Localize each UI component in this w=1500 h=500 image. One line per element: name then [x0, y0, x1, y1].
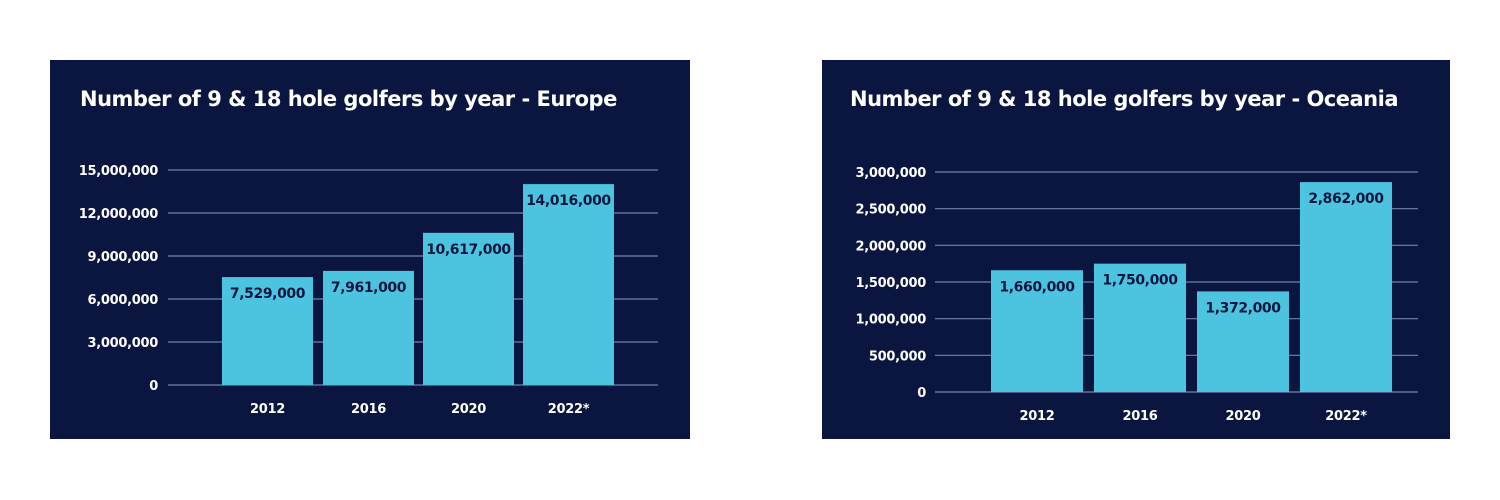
bar-2016 — [1094, 263, 1186, 392]
data-label: 7,961,000 — [331, 280, 407, 296]
bar-2020 — [423, 232, 514, 385]
data-label: 1,750,000 — [1102, 273, 1178, 289]
bar-2012 — [991, 270, 1083, 392]
y-tick-label: 9,000,000 — [88, 250, 159, 265]
x-tick-label: 2016 — [1123, 409, 1158, 424]
data-label: 1,372,000 — [1205, 300, 1281, 316]
y-tick-label: 12,000,000 — [79, 207, 158, 222]
chart-title: Number of 9 & 18 hole golfers by year - … — [850, 87, 1398, 111]
x-tick-label: 2022* — [548, 402, 590, 417]
x-tick-label: 2012 — [1020, 409, 1055, 424]
bar-2022 — [523, 184, 614, 385]
data-label: 14,016,000 — [526, 193, 611, 209]
x-tick-label: 2012 — [250, 402, 285, 417]
x-tick-label: 2016 — [351, 402, 386, 417]
y-tick-label: 2,000,000 — [856, 239, 927, 254]
y-tick-label: 1,500,000 — [856, 276, 927, 291]
x-tick-label: 2022* — [1325, 409, 1367, 424]
y-tick-label: 15,000,000 — [79, 164, 158, 179]
y-tick-label: 3,000,000 — [88, 336, 159, 351]
y-tick-label: 2,500,000 — [856, 203, 927, 218]
bar-2012 — [222, 277, 313, 385]
bar-2020 — [1197, 291, 1289, 392]
x-tick-label: 2020 — [451, 402, 486, 417]
y-tick-label: 0 — [149, 379, 158, 394]
data-label: 2,862,000 — [1308, 191, 1384, 207]
y-tick-label: 0 — [917, 386, 926, 401]
y-tick-label: 3,000,000 — [856, 166, 927, 181]
bar-2022 — [1300, 182, 1392, 392]
y-tick-label: 6,000,000 — [88, 293, 159, 308]
chart-title: Number of 9 & 18 hole golfers by year - … — [80, 87, 617, 111]
y-tick-label: 500,000 — [869, 349, 926, 364]
data-label: 7,529,000 — [230, 286, 306, 302]
x-tick-label: 2020 — [1226, 409, 1261, 424]
data-label: 10,617,000 — [426, 242, 511, 258]
y-tick-label: 1,000,000 — [856, 313, 927, 328]
data-label: 1,660,000 — [999, 279, 1075, 295]
bar-2016 — [323, 270, 414, 385]
